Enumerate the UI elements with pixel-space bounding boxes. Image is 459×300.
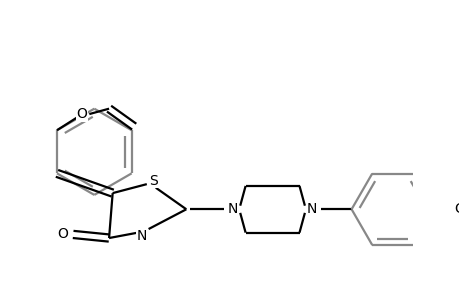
Text: N: N (136, 229, 146, 243)
Text: N: N (227, 202, 238, 216)
Text: S: S (148, 173, 157, 188)
Text: N: N (306, 202, 317, 216)
Text: Cl: Cl (453, 202, 459, 216)
Text: O: O (57, 227, 67, 242)
Text: O: O (77, 107, 87, 121)
